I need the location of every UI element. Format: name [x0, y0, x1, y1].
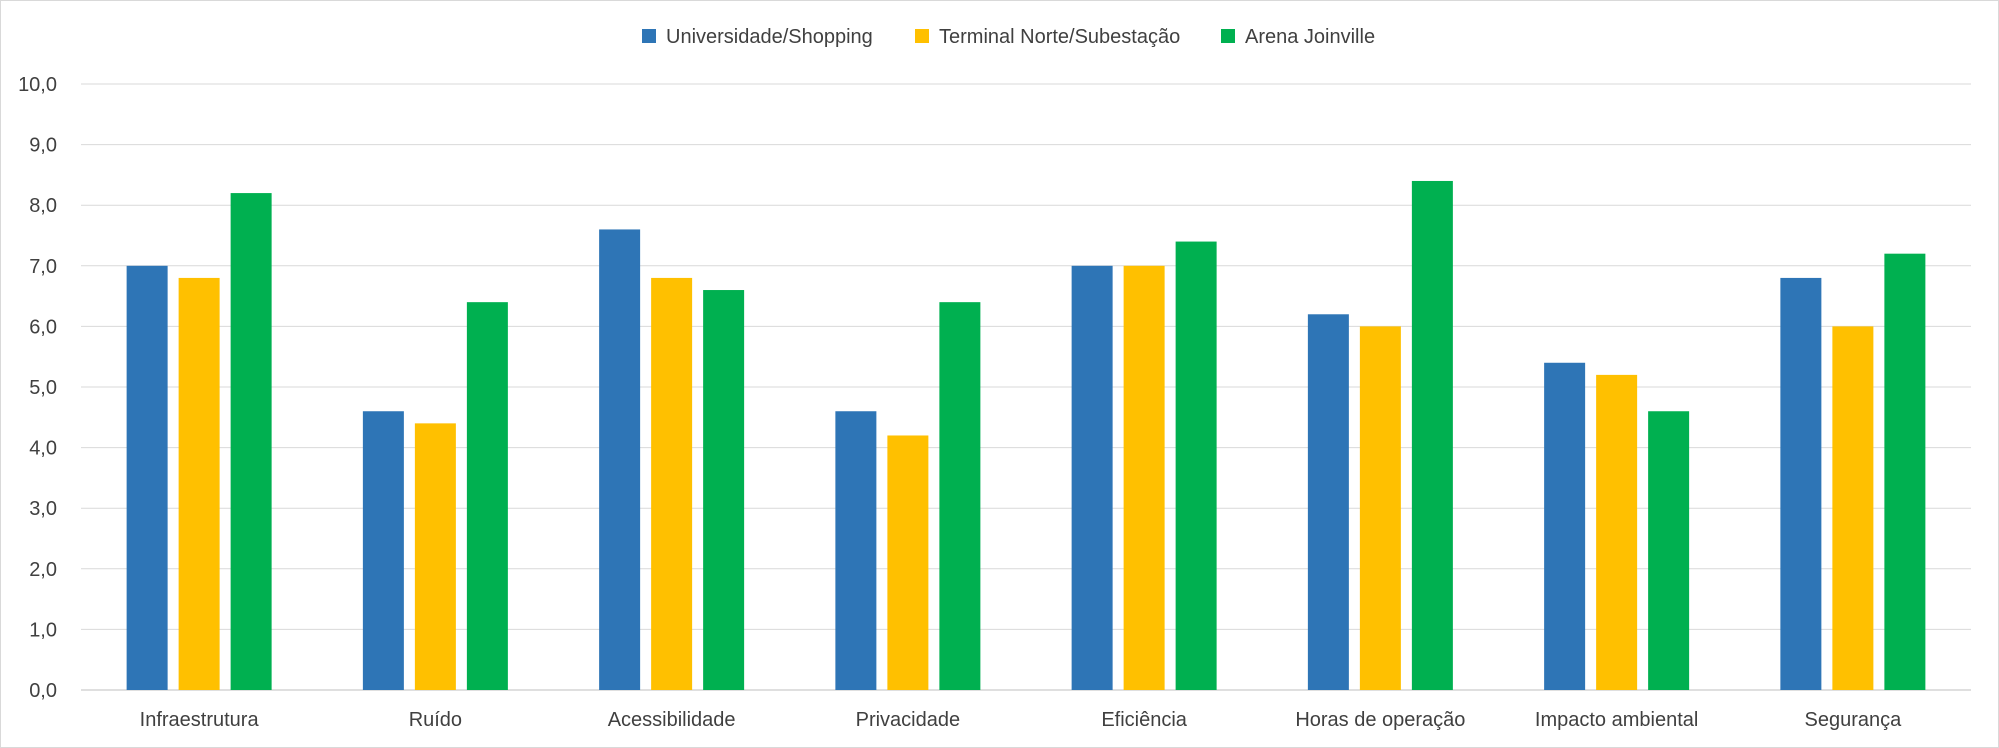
axis-labels: 0,0 1,0 2,0 3,0 4,0 5,0 6,0 7,0 8,0 9,0 10,0 Infrae…	[18, 74, 1902, 731]
y-tick-label: 4,0	[29, 438, 57, 460]
bar-2-horas-de-opera-o	[1359, 326, 1401, 690]
y-tick-label: 3,0	[29, 498, 57, 520]
bar-3-acessibilidade	[703, 290, 745, 690]
bar-1-horas-de-opera-o	[1307, 314, 1349, 690]
y-tick-label: 9,0	[29, 135, 57, 157]
bar-1-efici-ncia	[1071, 265, 1113, 690]
bar-1-infraestrutura	[126, 265, 168, 690]
legend-swatch	[915, 29, 929, 43]
x-category-label: Impacto ambiental	[1535, 709, 1698, 731]
bar-2-ru-do	[414, 423, 456, 690]
bars	[126, 180, 1926, 690]
bar-2-seguran-a	[1832, 326, 1874, 690]
legend-swatch	[642, 29, 656, 43]
bar-1-seguran-a	[1780, 277, 1822, 690]
x-category-label: Acessibilidade	[608, 709, 736, 731]
bar-3-horas-de-opera-o	[1411, 180, 1453, 690]
legend-swatch	[1221, 29, 1235, 43]
y-tick-label: 1,0	[29, 619, 57, 641]
y-tick-label: 0,0	[29, 680, 57, 702]
x-category-label: Segurança	[1805, 709, 1903, 731]
y-tick-label: 5,0	[29, 377, 57, 399]
y-tick-label: 8,0	[29, 195, 57, 217]
bar-2-impacto-ambiental	[1596, 374, 1638, 690]
bar-1-impacto-ambiental	[1544, 362, 1586, 690]
x-category-label: Infraestrutura	[140, 709, 260, 731]
bar-1-acessibilidade	[599, 229, 641, 690]
bar-3-ru-do	[466, 302, 508, 690]
bar-2-efici-ncia	[1123, 265, 1165, 690]
bar-2-infraestrutura	[178, 277, 220, 690]
y-tick-label: 10,0	[18, 74, 57, 96]
legend-label: Terminal Norte/Subestação	[939, 26, 1180, 48]
bar-1-privacidade	[835, 411, 877, 690]
bar-3-infraestrutura	[230, 193, 272, 690]
x-category-label: Horas de operação	[1295, 709, 1465, 731]
x-category-label: Eficiência	[1101, 709, 1187, 731]
y-tick-label: 6,0	[29, 316, 57, 338]
bar-3-impacto-ambiental	[1648, 411, 1690, 690]
bar-3-seguran-a	[1884, 253, 1926, 690]
bar-3-privacidade	[939, 302, 981, 690]
bar-2-acessibilidade	[651, 277, 693, 690]
bar-2-privacidade	[887, 435, 929, 690]
legend-label: Arena Joinville	[1245, 26, 1375, 48]
bar-1-ru-do	[362, 411, 404, 690]
legend: Universidade/Shopping Terminal Norte/Sube…	[642, 26, 1375, 48]
y-tick-label: 7,0	[29, 256, 57, 278]
bar-3-efici-ncia	[1175, 241, 1217, 690]
x-category-label: Ruído	[409, 709, 462, 731]
y-tick-label: 2,0	[29, 559, 57, 581]
legend-label: Universidade/Shopping	[666, 26, 873, 48]
x-category-label: Privacidade	[856, 709, 961, 731]
